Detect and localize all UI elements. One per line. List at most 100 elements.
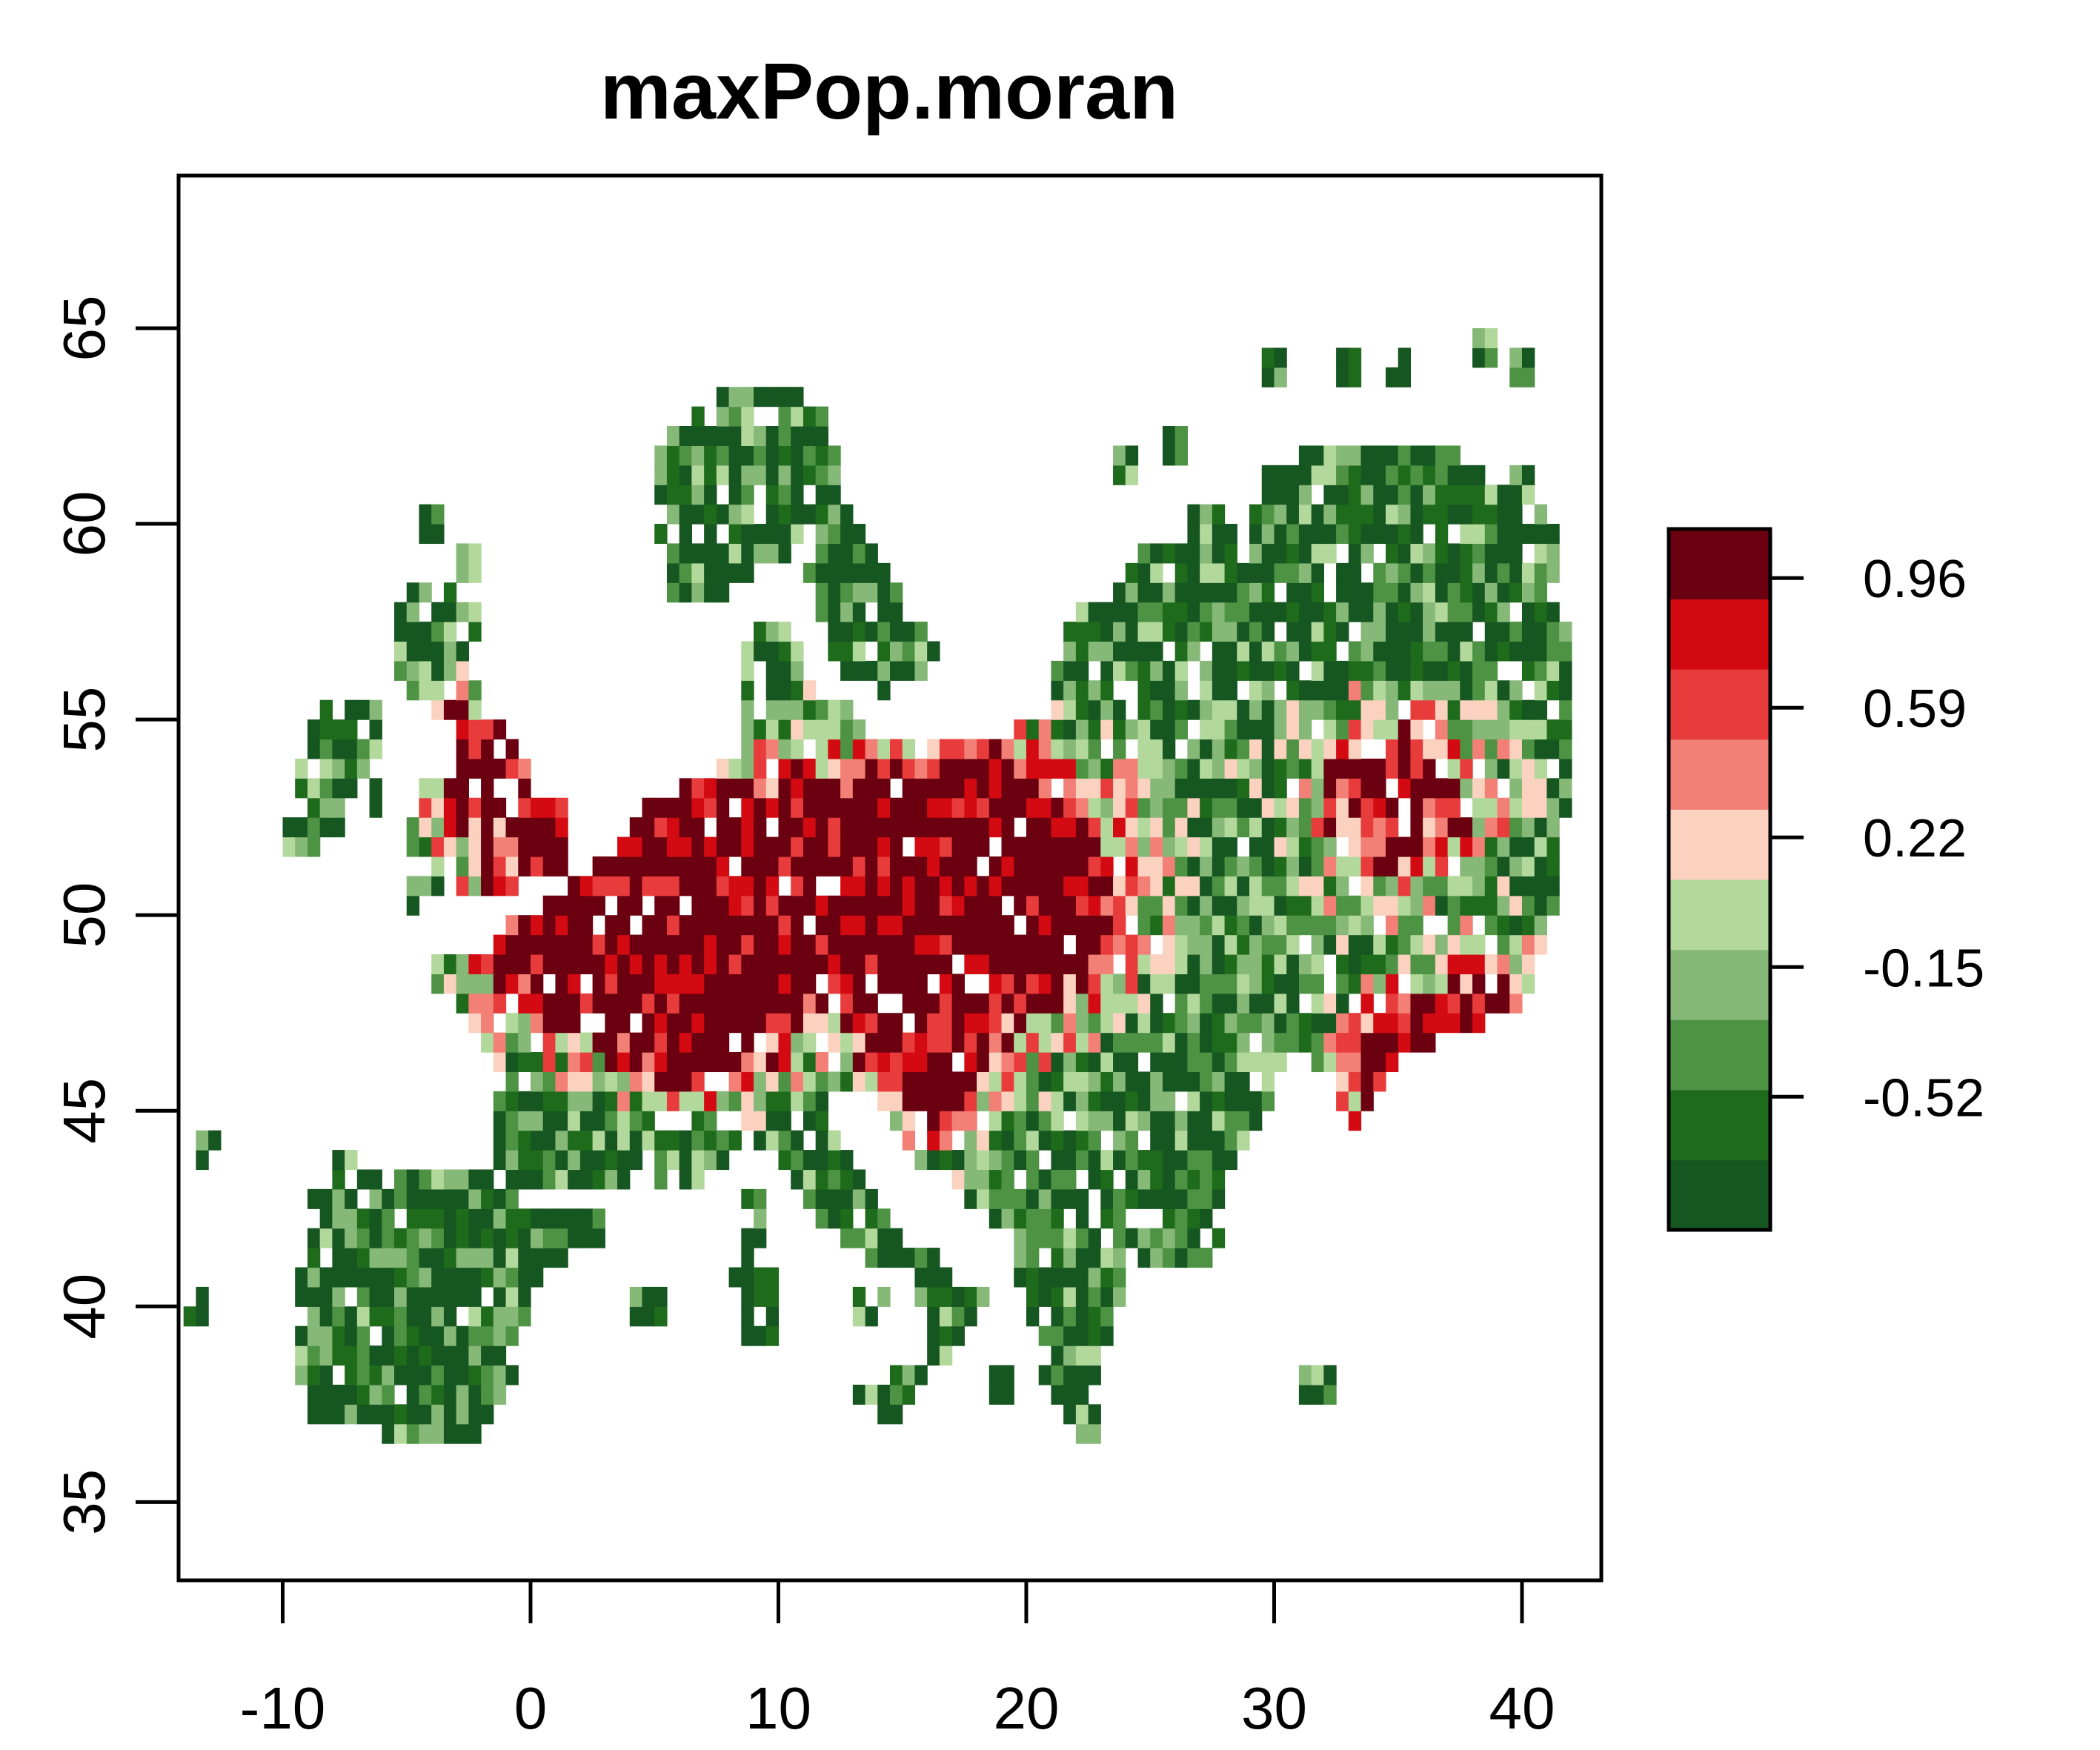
raster-cell <box>481 856 494 876</box>
raster-cell <box>741 778 754 799</box>
raster-cell <box>1200 739 1213 759</box>
raster-cell <box>1212 1188 1226 1209</box>
raster-cell <box>1521 974 1535 994</box>
raster-cell <box>951 1111 965 1131</box>
raster-cell <box>1385 817 1399 838</box>
raster-cell <box>765 660 780 681</box>
raster-cell <box>728 915 742 936</box>
raster-cell <box>1174 915 1188 936</box>
raster-cell <box>456 1188 469 1209</box>
raster-cell <box>406 895 420 916</box>
raster-cell <box>716 758 730 779</box>
raster-cell <box>1051 1267 1064 1288</box>
raster-cell <box>481 993 494 1014</box>
raster-cell <box>518 954 531 974</box>
raster-cell <box>629 856 643 876</box>
raster-cell <box>1410 524 1423 545</box>
raster-cell <box>443 1325 457 1346</box>
raster-cell <box>1261 758 1275 779</box>
raster-cell <box>592 1208 605 1229</box>
raster-cell <box>741 993 754 1014</box>
raster-cell <box>1373 778 1386 799</box>
raster-cell <box>1051 836 1064 857</box>
raster-cell <box>852 622 866 642</box>
raster-cell <box>1026 739 1040 759</box>
raster-cell <box>679 954 693 974</box>
raster-cell <box>356 1325 371 1346</box>
raster-cell <box>914 641 928 662</box>
raster-cell <box>530 817 544 838</box>
raster-cell <box>728 485 742 505</box>
raster-cell <box>1162 1208 1176 1229</box>
raster-cell <box>765 1325 780 1346</box>
raster-cell <box>1447 719 1461 740</box>
x-tick-label: -10 <box>240 1675 326 1741</box>
raster-cell <box>431 622 445 642</box>
raster-cell <box>1261 1032 1275 1053</box>
raster-cell <box>530 974 544 994</box>
raster-cell <box>1100 915 1114 936</box>
raster-cell <box>505 915 519 936</box>
raster-cell <box>332 1188 345 1209</box>
raster-cell <box>1075 739 1089 759</box>
raster-cell <box>1298 817 1312 838</box>
raster-cell <box>1224 622 1237 642</box>
raster-cell <box>1174 1130 1188 1151</box>
raster-cell <box>1174 445 1188 466</box>
raster-cell <box>481 719 494 740</box>
raster-cell <box>307 1384 321 1405</box>
raster-cell <box>1311 699 1324 720</box>
raster-cell <box>1063 836 1077 857</box>
raster-cell <box>1423 739 1436 759</box>
raster-cell <box>1336 954 1349 974</box>
raster-cell <box>431 797 445 818</box>
raster-cell <box>481 876 494 896</box>
raster-cell <box>1187 699 1200 720</box>
raster-cell <box>803 1052 817 1073</box>
raster-cell <box>654 974 668 994</box>
raster-cell <box>1410 1032 1423 1053</box>
raster-cell <box>1150 699 1163 720</box>
raster-cell <box>1348 660 1362 681</box>
raster-cell <box>1200 915 1213 936</box>
raster-cell <box>1051 699 1064 720</box>
raster-cell <box>1137 622 1151 642</box>
raster-cell <box>518 1111 531 1131</box>
raster-cell <box>778 856 791 876</box>
raster-cell <box>555 856 568 876</box>
raster-cell <box>1200 1111 1213 1131</box>
raster-cell <box>1298 524 1312 545</box>
raster-cell <box>1026 1013 1040 1034</box>
raster-cell <box>1323 660 1337 681</box>
raster-cell <box>431 1228 445 1248</box>
raster-cell <box>840 641 854 662</box>
raster-cell <box>791 934 804 955</box>
raster-cell <box>1274 641 1287 662</box>
raster-cell <box>902 797 916 818</box>
raster-cell <box>964 1306 977 1327</box>
raster-cell <box>914 895 928 916</box>
raster-cell <box>964 1013 977 1034</box>
raster-cell <box>1137 895 1151 916</box>
raster-cell <box>1360 445 1374 466</box>
raster-cell <box>505 1091 519 1111</box>
raster-cell <box>1286 562 1300 583</box>
raster-cell <box>1137 641 1151 662</box>
raster-cell <box>1447 622 1461 642</box>
raster-cell <box>716 426 730 447</box>
raster-cell <box>456 1384 469 1405</box>
raster-cell <box>1212 758 1226 779</box>
raster-cell <box>927 1306 940 1327</box>
raster-cell <box>1137 699 1151 720</box>
raster-cell <box>1460 817 1473 838</box>
raster-cell <box>654 1091 668 1111</box>
raster-cell <box>518 797 531 818</box>
raster-cell <box>617 974 631 994</box>
raster-cell <box>1261 602 1275 622</box>
raster-cell <box>1113 660 1126 681</box>
raster-cell <box>741 974 754 994</box>
raster-cell <box>939 974 953 994</box>
raster-cell <box>1249 504 1263 525</box>
raster-cell <box>741 954 754 974</box>
raster-cell <box>852 1013 866 1034</box>
